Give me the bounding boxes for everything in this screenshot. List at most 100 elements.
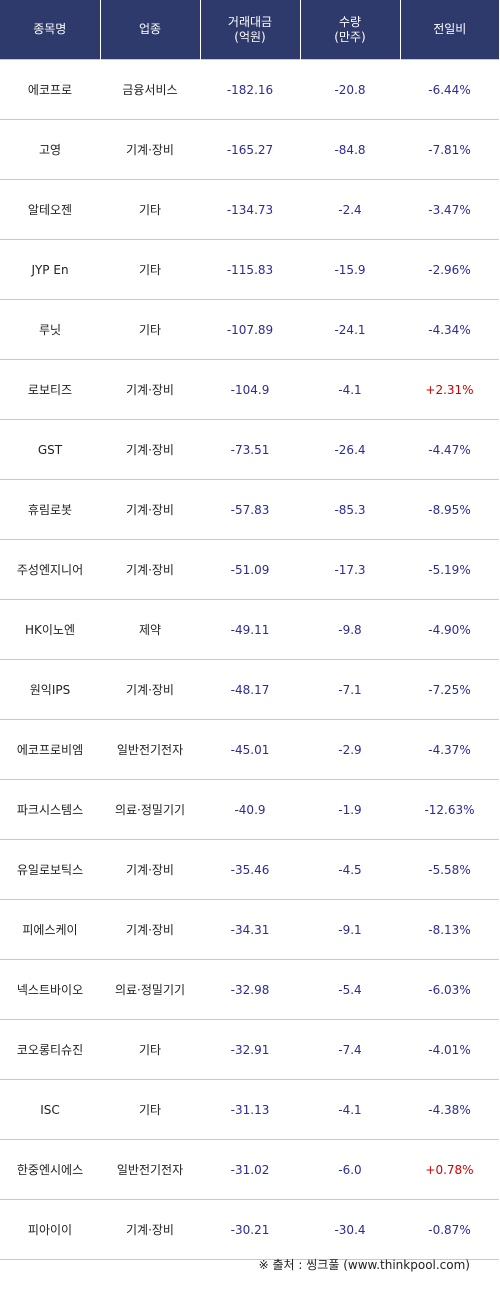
trade-amount-cell: -48.17	[200, 659, 300, 720]
stock-name-cell: 루닛	[0, 299, 100, 360]
sector-cell: 일반전기전자	[100, 719, 200, 780]
trade-amount-cell: -104.9	[200, 359, 300, 420]
change-cell: +0.78%	[400, 1139, 499, 1200]
table-row: 피아이이 기계·장비 -30.21 -30.4 -0.87%	[0, 1199, 499, 1260]
sector-cell: 제약	[100, 599, 200, 660]
change-cell: -4.37%	[400, 719, 499, 780]
trade-volume-cell: -24.1	[300, 299, 400, 360]
header-volume-label: 수량	[338, 14, 362, 29]
trade-amount-cell: -165.27	[200, 119, 300, 180]
header-amount-label: 거래대금	[227, 14, 273, 29]
trade-amount-cell: -30.21	[200, 1199, 300, 1260]
trade-amount-cell: -115.83	[200, 239, 300, 300]
change-cell: -8.13%	[400, 899, 499, 960]
change-cell: -5.58%	[400, 839, 499, 900]
table-header: 종목명 업종 거래대금 (억원) 수량 (만주) 전일비	[0, 0, 499, 60]
sector-cell: 기타	[100, 1019, 200, 1080]
stock-name-cell: 로보티즈	[0, 359, 100, 420]
trade-volume-cell: -2.9	[300, 719, 400, 780]
trade-amount-cell: -32.98	[200, 959, 300, 1020]
trade-amount-cell: -31.13	[200, 1079, 300, 1140]
sector-cell: 의료·정밀기기	[100, 779, 200, 840]
trade-volume-cell: -84.8	[300, 119, 400, 180]
sector-cell: 기타	[100, 1079, 200, 1140]
stock-name-cell: 피아이이	[0, 1199, 100, 1260]
trade-volume-cell: -20.8	[300, 59, 400, 120]
header-volume-unit: (만주)	[334, 29, 366, 44]
sector-cell: 기계·장비	[100, 359, 200, 420]
sector-cell: 기계·장비	[100, 899, 200, 960]
sector-cell: 기계·장비	[100, 539, 200, 600]
table-row: HK이노엔 제약 -49.11 -9.8 -4.90%	[0, 599, 499, 660]
sector-cell: 기타	[100, 179, 200, 240]
stock-name-cell: 고영	[0, 119, 100, 180]
sector-cell: 의료·정밀기기	[100, 959, 200, 1020]
change-cell: -5.19%	[400, 539, 499, 600]
table-row: 원익IPS 기계·장비 -48.17 -7.1 -7.25%	[0, 659, 499, 720]
change-cell: +2.31%	[400, 359, 499, 420]
trade-amount-cell: -45.01	[200, 719, 300, 780]
stock-name-cell: 휴림로봇	[0, 479, 100, 540]
trade-amount-cell: -182.16	[200, 59, 300, 120]
header-change: 전일비	[400, 0, 499, 60]
change-cell: -0.87%	[400, 1199, 499, 1260]
table-row: 알테오젠 기타 -134.73 -2.4 -3.47%	[0, 179, 499, 240]
sector-cell: 기계·장비	[100, 1199, 200, 1260]
trade-volume-cell: -6.0	[300, 1139, 400, 1200]
sector-cell: 기계·장비	[100, 659, 200, 720]
header-sector: 업종	[100, 0, 201, 60]
table-row: 고영 기계·장비 -165.27 -84.8 -7.81%	[0, 119, 499, 180]
stock-name-cell: 주성엔지니어	[0, 539, 100, 600]
trade-volume-cell: -1.9	[300, 779, 400, 840]
trade-amount-cell: -34.31	[200, 899, 300, 960]
source-note: ※ 출처 : 씽크풀 (www.thinkpool.com)	[258, 1258, 470, 1272]
stock-name-cell: GST	[0, 419, 100, 480]
trade-amount-cell: -35.46	[200, 839, 300, 900]
sector-cell: 금융서비스	[100, 59, 200, 120]
trade-amount-cell: -49.11	[200, 599, 300, 660]
stock-name-cell: 원익IPS	[0, 659, 100, 720]
trade-amount-cell: -73.51	[200, 419, 300, 480]
change-cell: -6.44%	[400, 59, 499, 120]
change-cell: -2.96%	[400, 239, 499, 300]
sector-cell: 기타	[100, 299, 200, 360]
trade-volume-cell: -2.4	[300, 179, 400, 240]
trade-volume-cell: -4.1	[300, 1079, 400, 1140]
stock-name-cell: 코오롱티슈진	[0, 1019, 100, 1080]
sector-cell: 일반전기전자	[100, 1139, 200, 1200]
trade-volume-cell: -85.3	[300, 479, 400, 540]
trade-amount-cell: -32.91	[200, 1019, 300, 1080]
table-row: 파크시스템스 의료·정밀기기 -40.9 -1.9 -12.63%	[0, 779, 499, 840]
trade-amount-cell: -134.73	[200, 179, 300, 240]
header-volume: 수량 (만주)	[300, 0, 401, 60]
stock-name-cell: 한중엔시에스	[0, 1139, 100, 1200]
stock-name-cell: 넥스트바이오	[0, 959, 100, 1020]
trade-volume-cell: -5.4	[300, 959, 400, 1020]
stock-name-cell: 피에스케이	[0, 899, 100, 960]
trade-volume-cell: -9.1	[300, 899, 400, 960]
trade-volume-cell: -9.8	[300, 599, 400, 660]
change-cell: -7.25%	[400, 659, 499, 720]
table-row: GST 기계·장비 -73.51 -26.4 -4.47%	[0, 419, 499, 480]
trade-amount-cell: -51.09	[200, 539, 300, 600]
trade-amount-cell: -57.83	[200, 479, 300, 540]
trade-volume-cell: -26.4	[300, 419, 400, 480]
trade-volume-cell: -4.5	[300, 839, 400, 900]
sector-cell: 기계·장비	[100, 479, 200, 540]
table-row: 에코프로비엠 일반전기전자 -45.01 -2.9 -4.37%	[0, 719, 499, 780]
trade-amount-cell: -40.9	[200, 779, 300, 840]
table-row: 한중엔시에스 일반전기전자 -31.02 -6.0 +0.78%	[0, 1139, 499, 1200]
table-row: 에코프로 금융서비스 -182.16 -20.8 -6.44%	[0, 59, 499, 120]
change-cell: -3.47%	[400, 179, 499, 240]
table-row: JYP En 기타 -115.83 -15.9 -2.96%	[0, 239, 499, 300]
table-row: ISC 기타 -31.13 -4.1 -4.38%	[0, 1079, 499, 1140]
table-body: 에코프로 금융서비스 -182.16 -20.8 -6.44% 고영 기계·장비 -165.2…	[0, 59, 499, 1260]
table-row: 유일로보틱스 기계·장비 -35.46 -4.5 -5.58%	[0, 839, 499, 900]
table-row: 넥스트바이오 의료·정밀기기 -32.98 -5.4 -6.03%	[0, 959, 499, 1020]
table-row: 코오롱티슈진 기타 -32.91 -7.4 -4.01%	[0, 1019, 499, 1080]
header-amount: 거래대금 (억원)	[200, 0, 301, 60]
sector-cell: 기타	[100, 239, 200, 300]
stock-name-cell: JYP En	[0, 239, 100, 300]
trade-volume-cell: -17.3	[300, 539, 400, 600]
